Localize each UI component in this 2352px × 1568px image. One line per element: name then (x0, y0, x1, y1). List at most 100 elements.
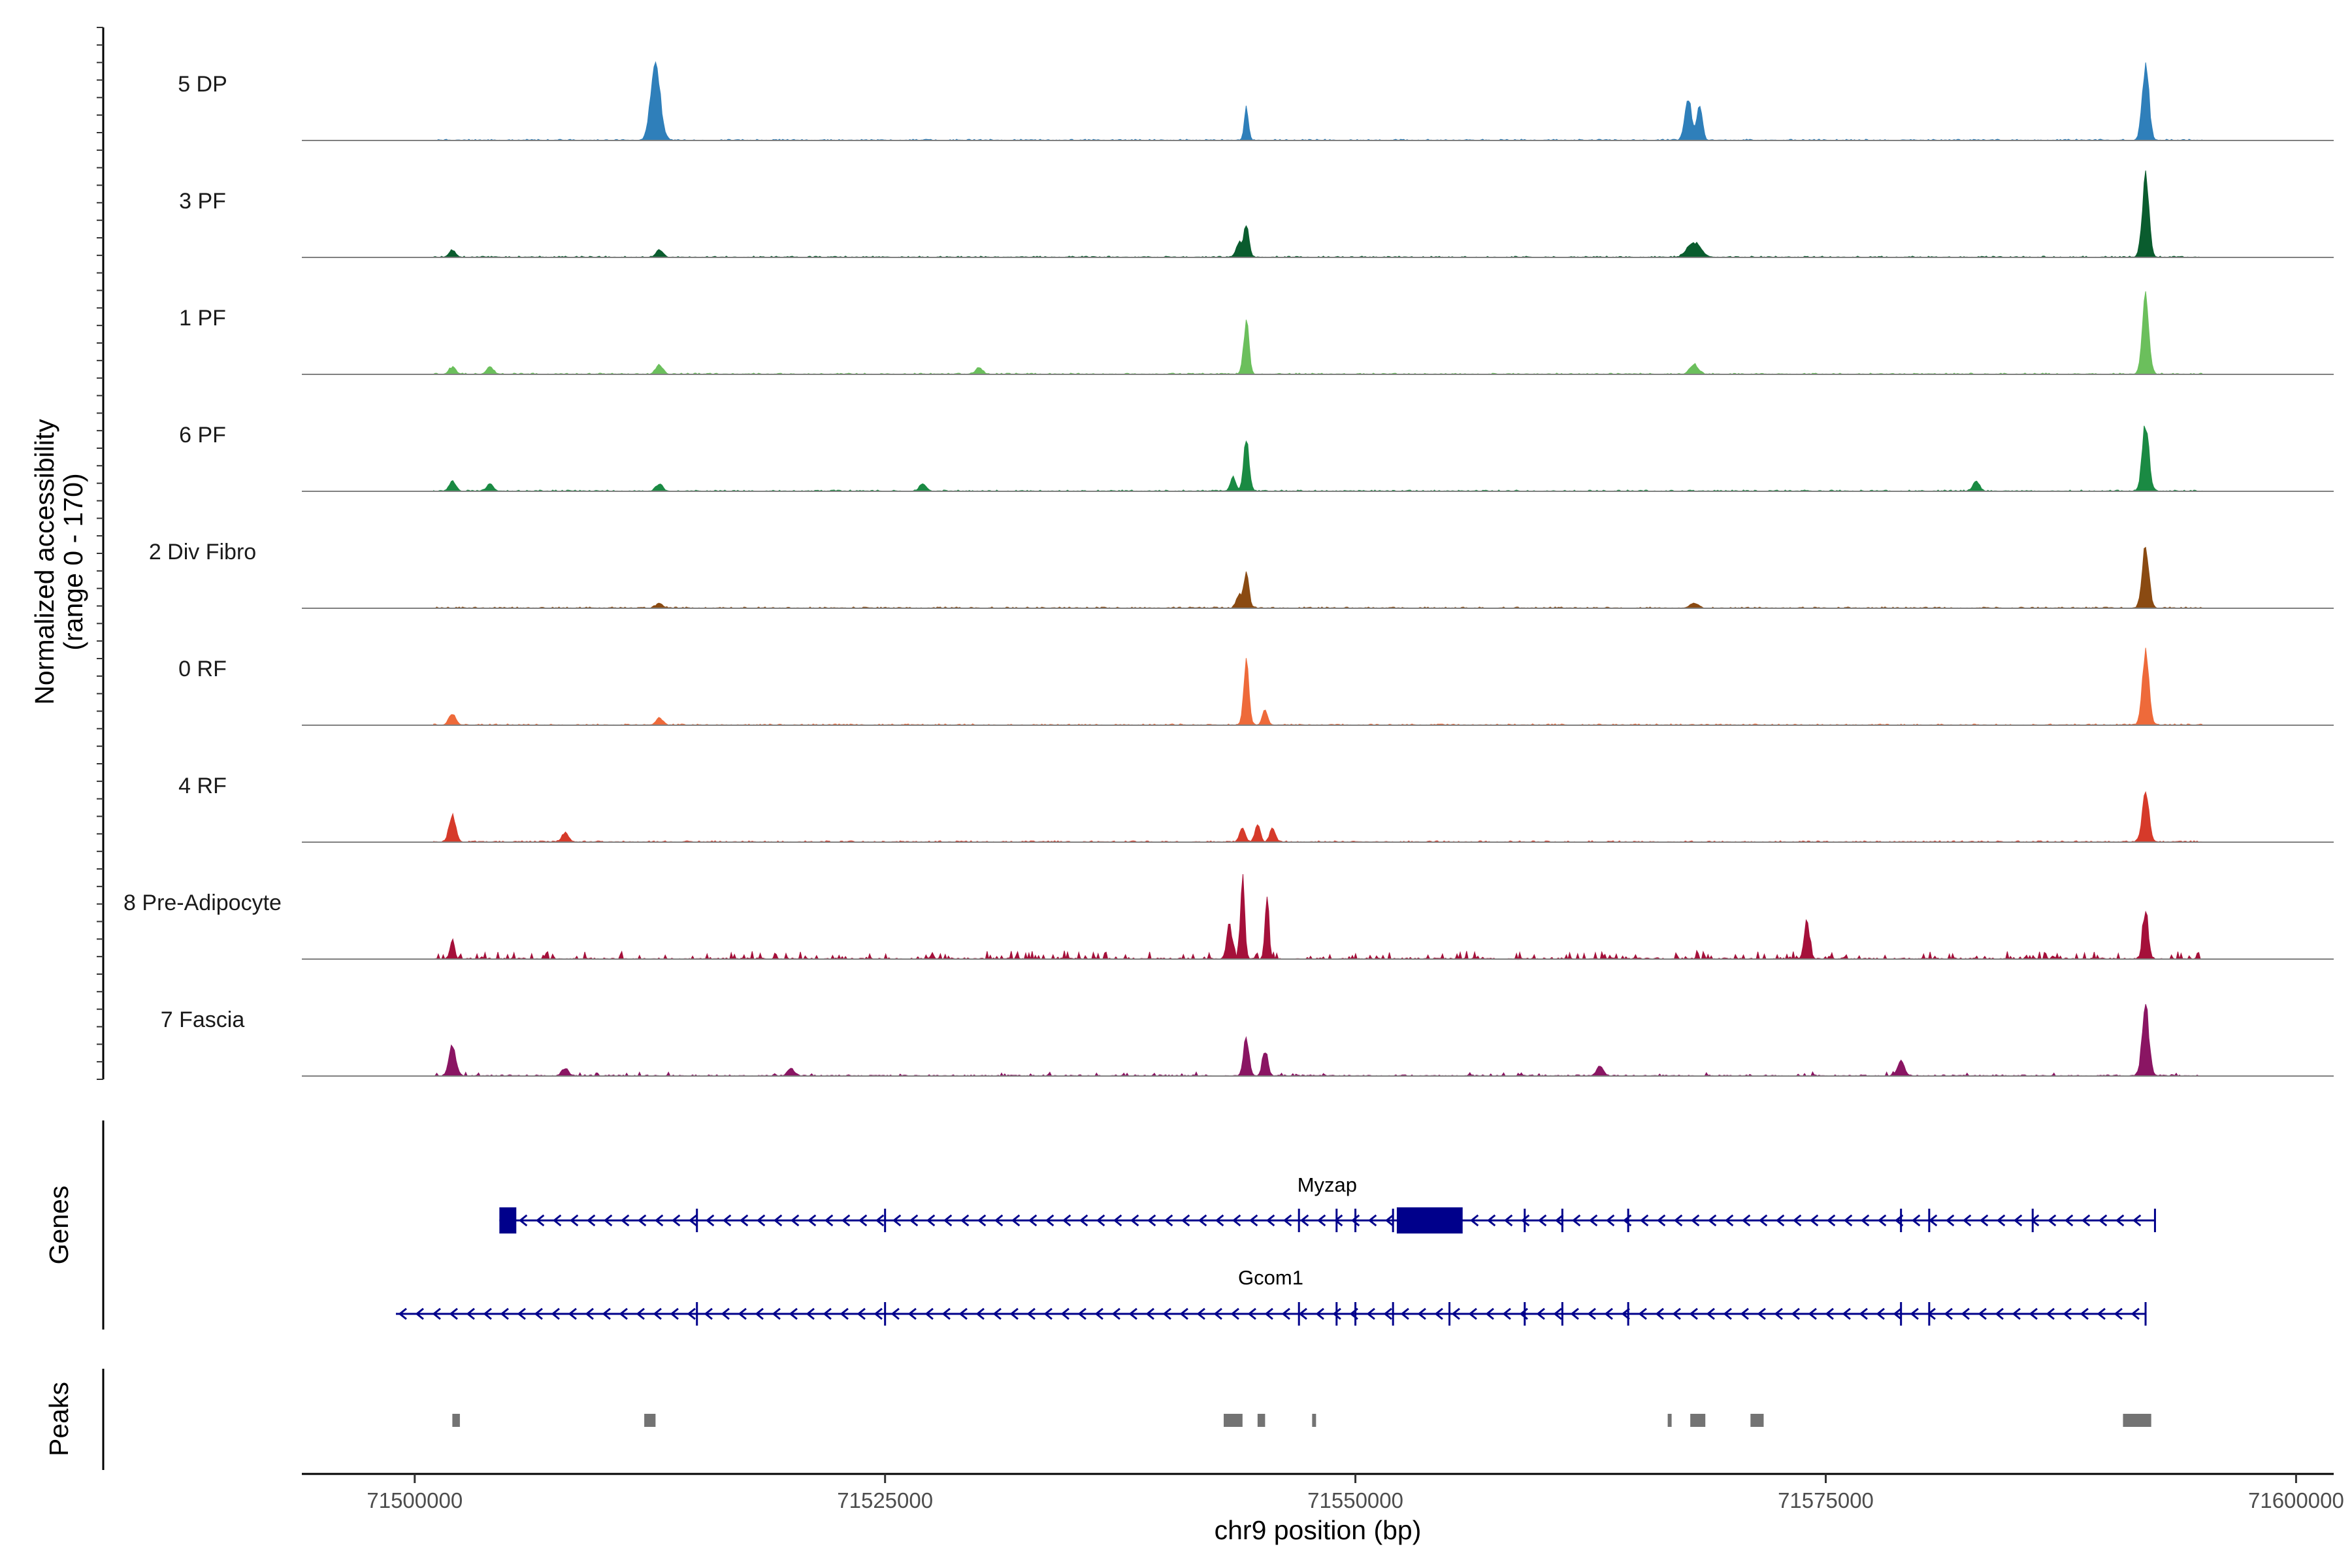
track-1-pf: 1 PF (179, 291, 2334, 375)
strand-chevron (1860, 1214, 1870, 1227)
strand-chevron (2046, 1307, 2055, 1320)
track-signal (433, 291, 2202, 375)
strand-chevron (1315, 1307, 1324, 1320)
gene-label: Myzap (1298, 1173, 1357, 1196)
track-signal (433, 425, 2202, 492)
strand-chevron (1554, 1214, 1564, 1227)
strand-chevron (1757, 1307, 1766, 1320)
strand-chevron (483, 1307, 492, 1320)
strand-chevron (1842, 1307, 1851, 1320)
strand-chevron (1451, 1307, 1460, 1320)
strand-chevron (705, 1214, 715, 1227)
strand-chevron (1198, 1214, 1207, 1227)
strand-chevron (500, 1307, 509, 1320)
strand-chevron (1587, 1307, 1596, 1320)
strand-chevron (687, 1307, 696, 1320)
strand-chevron (569, 1214, 579, 1227)
coverage-y-axis (97, 27, 105, 1080)
track-5-dp: 5 DP (178, 61, 2334, 141)
x-axis-ticks: 71500000 71525000 71550000 71575000 71600000 (367, 1474, 2344, 1512)
strand-chevron (924, 1307, 934, 1320)
gene-annotations: Myzap Gcom1 (395, 1173, 2156, 1326)
strand-chevron (1062, 1214, 1071, 1227)
track-label: 4 RF (178, 774, 227, 798)
strand-chevron (1130, 1214, 1139, 1227)
peak-region (1667, 1414, 1672, 1427)
track-3-pf: 3 PF (179, 171, 2334, 258)
strand-chevron (958, 1307, 968, 1320)
strand-chevron (1145, 1307, 1154, 1320)
track-label: 2 Div Fibro (149, 540, 256, 564)
x-tick-label: 71550000 (1307, 1488, 1403, 1512)
strand-chevron (2081, 1214, 2091, 1227)
strand-chevron (941, 1307, 951, 1320)
y-axis-title-line1: Normalized accessibility (29, 419, 59, 705)
strand-chevron (1656, 1214, 1666, 1227)
strand-chevron (654, 1214, 664, 1227)
strand-chevron (1486, 1214, 1496, 1227)
strand-chevron (874, 1307, 883, 1320)
strand-chevron (892, 1214, 902, 1227)
strand-chevron (1910, 1307, 1919, 1320)
strand-chevron (1043, 1307, 1053, 1320)
y-axis-title: Normalized accessibility (range 0 - 170) (29, 419, 88, 705)
strand-chevron (1026, 1307, 1036, 1320)
track-0-rf: 0 RF (178, 647, 2334, 726)
peak-regions (452, 1414, 2151, 1427)
peak-region (1257, 1414, 1266, 1427)
strand-chevron (2029, 1307, 2038, 1320)
strand-chevron (1011, 1214, 1021, 1227)
strand-chevron (2098, 1214, 2108, 1227)
strand-chevron (449, 1307, 458, 1320)
y-axis-title-line2: (range 0 - 170) (58, 473, 88, 650)
strand-chevron (722, 1214, 732, 1227)
strand-chevron (2131, 1307, 2140, 1320)
strand-chevron (977, 1214, 987, 1227)
track-signal (433, 171, 2202, 258)
strand-chevron (1096, 1214, 1105, 1227)
track-6-pf: 6 PF (179, 423, 2334, 492)
strand-chevron (1707, 1214, 1717, 1227)
strand-chevron (2115, 1214, 2125, 1227)
track-7-fascia: 7 Fascia (161, 1004, 2334, 1077)
strand-chevron (823, 1307, 832, 1320)
strand-chevron (2132, 1214, 2142, 1227)
strand-chevron (415, 1307, 424, 1320)
strand-chevron (1045, 1214, 1054, 1227)
strand-chevron (517, 1307, 526, 1320)
strand-chevron (1944, 1307, 1953, 1320)
track-signal (433, 874, 2202, 960)
track-label: 7 Fascia (161, 1007, 245, 1032)
track-8-pre-adipocyte: 8 Pre-Adipocyte (123, 874, 2334, 960)
strand-chevron (2013, 1214, 2023, 1227)
track-label: 3 PF (179, 189, 226, 214)
strand-chevron (1911, 1214, 1921, 1227)
strand-chevron (1282, 1214, 1292, 1227)
strand-chevron (1164, 1214, 1173, 1227)
strand-chevron (1808, 1307, 1817, 1320)
strand-chevron (1826, 1214, 1836, 1227)
strand-chevron (602, 1307, 611, 1320)
strand-chevron (603, 1214, 613, 1227)
strand-chevron (398, 1307, 407, 1320)
peak-region (2123, 1414, 2151, 1427)
strand-chevron (688, 1214, 698, 1227)
peak-region (1750, 1414, 1764, 1427)
strand-chevron (1893, 1307, 1902, 1320)
strand-chevron (1537, 1214, 1547, 1227)
strand-chevron (1843, 1214, 1853, 1227)
strand-chevron (1706, 1307, 1715, 1320)
strand-chevron (806, 1307, 815, 1320)
strand-chevron (1298, 1307, 1307, 1320)
strand-chevron (1400, 1307, 1409, 1320)
strand-chevron (2012, 1307, 2021, 1320)
strand-chevron (1978, 1307, 1987, 1320)
strand-chevron (2063, 1307, 2072, 1320)
strand-chevron (789, 1307, 798, 1320)
strand-chevron (1060, 1307, 1070, 1320)
strand-chevron (992, 1307, 1002, 1320)
strand-chevron (670, 1307, 679, 1320)
genes-panel-label: Genes (44, 1186, 74, 1265)
strand-chevron (1366, 1307, 1375, 1320)
strand-chevron (466, 1307, 475, 1320)
